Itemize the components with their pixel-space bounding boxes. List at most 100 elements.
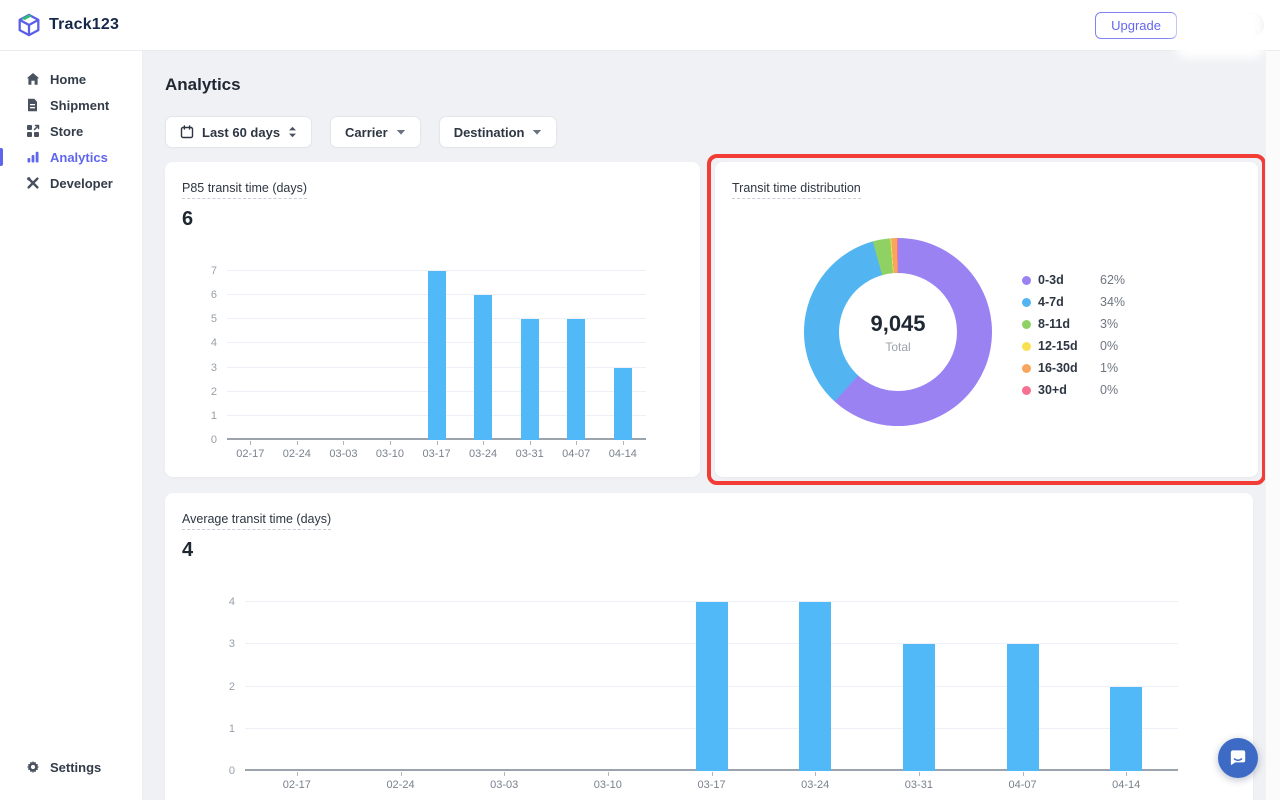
x-axis-tick: 04-07 xyxy=(553,441,600,460)
donut-legend: 0-3d 62% 4-7d 34% 8-11d 3% 12-15d 0% 16-30d 1% 30+… xyxy=(1022,269,1125,401)
headline-value: 4 xyxy=(182,539,194,561)
donut-chart[interactable]: 9,045 Total xyxy=(804,238,992,426)
legend-label: 4-7d xyxy=(1038,295,1064,309)
upgrade-button[interactable]: Upgrade xyxy=(1095,11,1177,39)
chat-launcher-icon[interactable] xyxy=(1218,738,1258,778)
bar-03-17[interactable] xyxy=(427,271,446,440)
plot-area xyxy=(227,270,646,440)
legend-dot xyxy=(1022,297,1031,307)
legend-item-8-11d[interactable]: 8-11d 3% xyxy=(1022,313,1125,335)
y-axis-tick: 4 xyxy=(228,596,235,608)
download-icon[interactable] xyxy=(1197,15,1218,36)
legend-item-4-7d[interactable]: 4-7d 34% xyxy=(1022,291,1125,313)
bar-chart-icon xyxy=(25,150,40,164)
legend-percent: 1% xyxy=(1100,361,1119,375)
track123-cube-icon xyxy=(16,12,42,38)
y-axis-tick: 1 xyxy=(228,722,235,735)
x-axis-tick: 02-17 xyxy=(227,441,274,460)
bar-03-24[interactable] xyxy=(474,295,493,440)
legend-label: 8-11d xyxy=(1038,317,1070,331)
bar-03-17[interactable] xyxy=(695,602,728,771)
chart-title[interactable]: Transit time distribution xyxy=(732,181,861,199)
x-axis-tick: 03-24 xyxy=(460,441,507,460)
tools-icon xyxy=(25,176,40,190)
sidebar-item-store[interactable]: Store xyxy=(0,118,142,144)
gridline xyxy=(227,270,646,271)
y-axis-tick: 5 xyxy=(210,313,217,326)
carrier-label: Carrier xyxy=(345,124,388,140)
sidebar-item-shipment[interactable]: Shipment xyxy=(0,92,142,118)
date-range-label: Last 60 days xyxy=(202,124,281,140)
brand-name: Track123 xyxy=(49,16,120,33)
x-axis-tick: 03-03 xyxy=(320,441,367,460)
legend-percent: 0% xyxy=(1100,339,1119,353)
legend-item-16-30d[interactable]: 16-30d 1% xyxy=(1022,357,1125,379)
y-axis-tick: 3 xyxy=(228,638,235,651)
carrier-filter[interactable]: Carrier xyxy=(330,116,421,148)
legend-label: 30+d xyxy=(1038,383,1067,397)
up-down-arrows-icon xyxy=(288,126,297,138)
sidebar-item-developer[interactable]: Developer xyxy=(0,170,142,196)
x-axis-tick: 03-31 xyxy=(867,772,971,791)
main-content: Analytics Last 60 days Carrier Destinati… xyxy=(143,51,1280,800)
highlighted-region: Transit time distribution 9,045 Total 0-… xyxy=(707,154,1266,485)
p85-transit-time-card: P85 transit time (days) 6 0 1 2 3 4 5 6 7 02-17… xyxy=(165,162,700,477)
destination-label: Destination xyxy=(453,124,525,140)
sidebar-item-label: Home xyxy=(50,71,87,87)
legend-item-12-15d[interactable]: 12-15d 0% xyxy=(1022,335,1125,357)
y-axis-tick: 2 xyxy=(228,680,235,693)
document-icon xyxy=(25,98,40,112)
legend-item-30+d[interactable]: 30+d 0% xyxy=(1022,379,1125,401)
legend-dot xyxy=(1022,319,1031,329)
gear-icon xyxy=(25,760,40,774)
bar-03-31[interactable] xyxy=(902,644,935,771)
calendar-icon xyxy=(180,125,194,139)
sidebar-item-settings[interactable]: Settings xyxy=(0,754,142,780)
sidebar: Home Shipment Store Analytics Developer … xyxy=(0,51,143,800)
date-range-filter[interactable]: Last 60 days xyxy=(165,116,313,148)
bar-03-31[interactable] xyxy=(520,319,539,440)
y-axis-tick: 0 xyxy=(228,765,235,777)
transit-time-distribution-card: Transit time distribution 9,045 Total 0-… xyxy=(715,162,1258,477)
bar-04-07[interactable] xyxy=(1006,644,1039,771)
x-axis: 02-17 02-24 03-03 03-10 03-17 03-24 03-31 04-07… xyxy=(245,772,1178,791)
y-axis: 0 1 2 3 4 xyxy=(182,596,245,777)
x-axis-tick: 03-24 xyxy=(763,772,867,791)
home-icon xyxy=(25,72,40,86)
scrollbar-track[interactable] xyxy=(1265,51,1280,800)
bar-04-14[interactable] xyxy=(1110,686,1143,771)
sidebar-item-label: Settings xyxy=(50,759,102,775)
bar-04-07[interactable] xyxy=(567,319,586,440)
x-axis-tick: 03-17 xyxy=(660,772,764,791)
legend-dot xyxy=(1022,341,1031,351)
x-axis-tick: 03-10 xyxy=(367,441,414,460)
y-axis-tick: 1 xyxy=(210,409,217,422)
average-transit-time-card: Average transit time (days) 4 0 1 2 3 4 02-1… xyxy=(165,493,1253,800)
destination-filter[interactable]: Destination xyxy=(438,116,558,148)
bar-04-14[interactable] xyxy=(613,367,632,440)
y-axis-tick: 0 xyxy=(210,434,217,446)
y-axis-tick: 6 xyxy=(210,289,217,302)
legend-dot xyxy=(1022,275,1031,285)
donut-center: 9,045 Total xyxy=(839,273,957,391)
chart-title[interactable]: P85 transit time (days) xyxy=(182,181,308,199)
sidebar-item-analytics[interactable]: Analytics xyxy=(0,144,142,170)
bar-03-24[interactable] xyxy=(799,602,832,771)
legend-item-0-3d[interactable]: 0-3d 62% xyxy=(1022,269,1125,291)
sidebar-item-home[interactable]: Home xyxy=(0,66,142,92)
page-title: Analytics xyxy=(165,75,241,94)
sidebar-item-label: Analytics xyxy=(50,149,108,165)
user-avatar[interactable] xyxy=(1238,12,1264,38)
sidebar-item-label: Developer xyxy=(50,175,113,191)
brand-logo[interactable]: Track123 xyxy=(16,12,119,38)
chart-title[interactable]: Average transit time (days) xyxy=(182,512,332,530)
sidebar-item-label: Store xyxy=(50,123,84,139)
y-axis-tick: 3 xyxy=(210,361,217,374)
x-axis-tick: 02-24 xyxy=(349,772,453,791)
plot-area xyxy=(245,601,1178,771)
caret-down-icon xyxy=(532,129,542,136)
filter-bar: Last 60 days Carrier Destination xyxy=(165,116,1280,148)
store-icon xyxy=(25,124,40,138)
x-axis-tick: 04-14 xyxy=(600,441,647,460)
y-axis-tick: 7 xyxy=(210,265,217,277)
